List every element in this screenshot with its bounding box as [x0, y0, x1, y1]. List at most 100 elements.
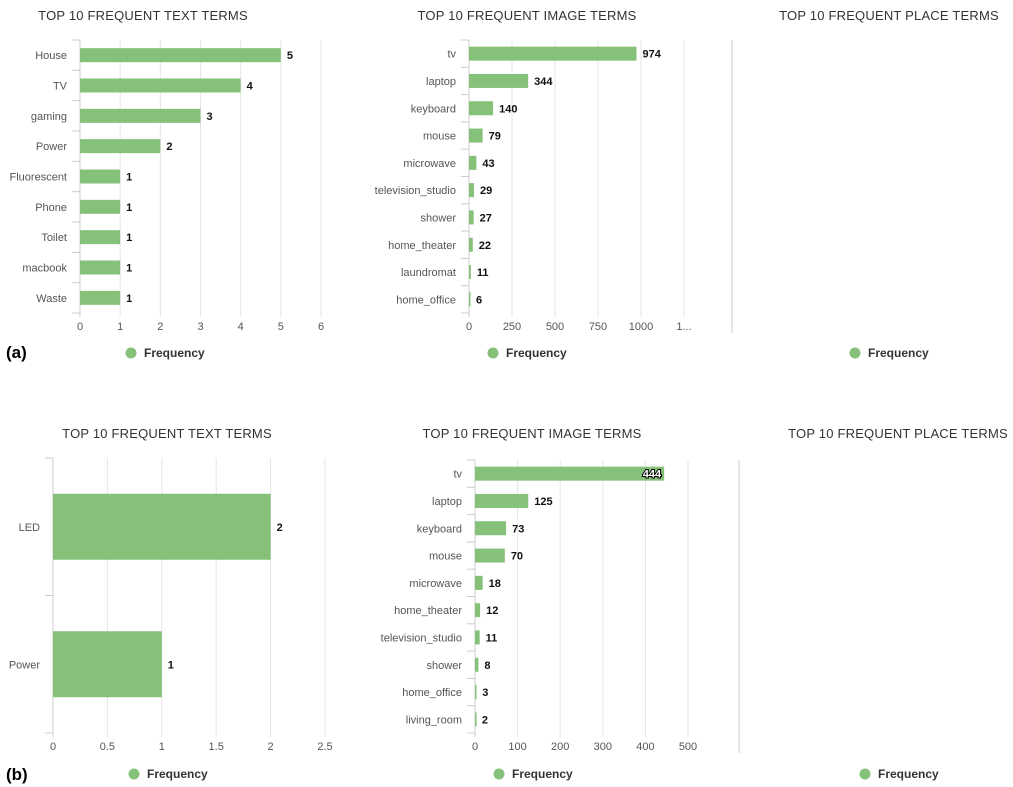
bar: [475, 630, 480, 645]
chart-title: TOP 10 FREQUENT IMAGE TERMS: [423, 426, 642, 441]
x-tick-label: 5: [278, 321, 284, 333]
x-tick-label: 1: [117, 321, 123, 333]
bar: [475, 712, 477, 727]
category-label: shower: [421, 212, 457, 224]
bar: [475, 685, 477, 700]
data-label: 18: [489, 578, 501, 590]
x-tick-label: 2: [268, 741, 274, 753]
legend-label: Frequency: [147, 767, 208, 781]
category-label: Power: [36, 141, 68, 153]
category-label: LED: [19, 522, 40, 534]
x-tick-label: 0.5: [100, 741, 115, 753]
legend-dot: [125, 347, 137, 359]
data-label: 444: [643, 469, 662, 481]
category-label: tv: [447, 49, 456, 61]
data-label: 1: [126, 202, 132, 214]
bar: [475, 603, 481, 618]
chart-title: TOP 10 FREQUENT TEXT TERMS: [38, 8, 248, 23]
bar: [80, 78, 241, 93]
category-label: television_studio: [381, 632, 462, 644]
bar: [80, 48, 281, 63]
x-tick-label: 250: [503, 321, 521, 333]
category-label: laundromat: [401, 267, 456, 279]
data-label: 2: [277, 522, 283, 534]
category-label: Toilet: [41, 232, 67, 244]
category-label: Power: [9, 659, 41, 671]
x-tick-label: 200: [551, 741, 569, 753]
chart-b-3: TOP 10 FREQUENT PLACE TERMS Frequency: [788, 426, 1008, 781]
data-label: 140: [499, 103, 517, 115]
x-tick-label: 2: [157, 321, 163, 333]
x-tick-label: 4: [238, 321, 244, 333]
data-label: 974: [643, 49, 662, 61]
x-tick-label: 400: [636, 741, 654, 753]
category-label: living_room: [406, 714, 462, 726]
data-label: 29: [480, 185, 492, 197]
x-tick-label: 1.5: [209, 741, 224, 753]
data-label: 2: [166, 141, 172, 153]
category-label: TV: [53, 81, 68, 93]
legend-label: Frequency: [144, 346, 205, 360]
x-tick-label: 500: [546, 321, 564, 333]
legend-label: Frequency: [878, 767, 939, 781]
bar: [80, 230, 121, 245]
x-tick-label: 0: [472, 741, 478, 753]
category-label: laptop: [426, 76, 456, 88]
category-label: Phone: [35, 202, 67, 214]
chart-a-2: TOP 10 FREQUENT IMAGE TERMS Frequency tv 97…: [375, 8, 733, 360]
category-label: home_office: [402, 687, 462, 699]
panel-label: (a): [6, 343, 27, 362]
category-label: laptop: [432, 496, 462, 508]
x-tick-label: 3: [197, 321, 203, 333]
bar: [475, 521, 507, 536]
chart-title: TOP 10 FREQUENT IMAGE TERMS: [418, 8, 637, 23]
category-label: keyboard: [417, 523, 462, 535]
bar: [469, 101, 494, 116]
bar: [469, 237, 473, 252]
data-label: 1: [126, 263, 132, 275]
category-label: gaming: [31, 111, 67, 123]
bar: [53, 631, 162, 698]
bar: [469, 183, 474, 198]
data-label: 5: [287, 50, 293, 62]
category-label: home_theater: [388, 240, 456, 252]
chart-a-1: TOP 10 FREQUENT TEXT TERMS Frequency House…: [10, 8, 325, 360]
legend-dot: [487, 347, 499, 359]
x-tick-label: 1...: [676, 321, 691, 333]
data-label: 3: [482, 687, 488, 699]
data-label: 344: [534, 76, 553, 88]
data-label: 1: [126, 293, 132, 305]
chart-title: TOP 10 FREQUENT PLACE TERMS: [779, 8, 999, 23]
x-tick-label: 2.5: [317, 741, 332, 753]
category-label: home_office: [396, 294, 456, 306]
data-label: 11: [477, 267, 489, 279]
x-tick-label: 100: [508, 741, 526, 753]
x-tick-label: 0: [77, 321, 83, 333]
data-label: 3: [207, 111, 213, 123]
legend-label: Frequency: [512, 767, 573, 781]
bar: [469, 73, 529, 88]
chart-a-3: TOP 10 FREQUENT PLACE TERMS Frequency: [779, 8, 999, 360]
data-label: 27: [480, 212, 492, 224]
bar: [80, 290, 121, 305]
bar: [475, 493, 529, 508]
bar: [469, 46, 637, 61]
category-label: mouse: [429, 551, 462, 563]
panel-label: (b): [6, 765, 28, 784]
category-label: macbook: [22, 263, 67, 275]
x-tick-label: 0: [50, 741, 56, 753]
data-label: 79: [489, 131, 501, 143]
data-label: 22: [479, 240, 491, 252]
bar: [469, 292, 471, 307]
data-label: 4: [247, 81, 254, 93]
legend-dot: [493, 768, 505, 780]
x-tick-label: 0: [466, 321, 472, 333]
legend-dot: [859, 768, 871, 780]
data-label: 2: [482, 714, 488, 726]
bar: [475, 575, 483, 590]
bar: [80, 169, 121, 184]
bar: [80, 108, 201, 123]
x-tick-label: 300: [594, 741, 612, 753]
category-label: shower: [427, 660, 463, 672]
